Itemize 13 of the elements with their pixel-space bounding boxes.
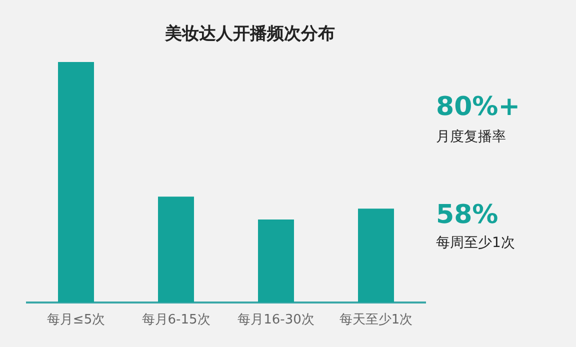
chart-title: 美妆达人开播频次分布: [164, 23, 336, 45]
x-tick-label: 每月≤5次: [46, 312, 106, 328]
bar: [358, 208, 394, 302]
bar: [158, 196, 194, 302]
text: 80%+: [436, 92, 520, 122]
bar: [58, 62, 94, 302]
text: 每周至少1次: [436, 234, 515, 252]
x-tick-label: 每天至少1次: [339, 312, 413, 328]
text: 月度复播率: [436, 128, 506, 146]
bar: [258, 219, 294, 302]
x-tick-label: 每月16-30次: [238, 312, 314, 328]
x-tick-label: 每月6-15次: [142, 312, 210, 328]
text: 58%: [436, 200, 498, 230]
